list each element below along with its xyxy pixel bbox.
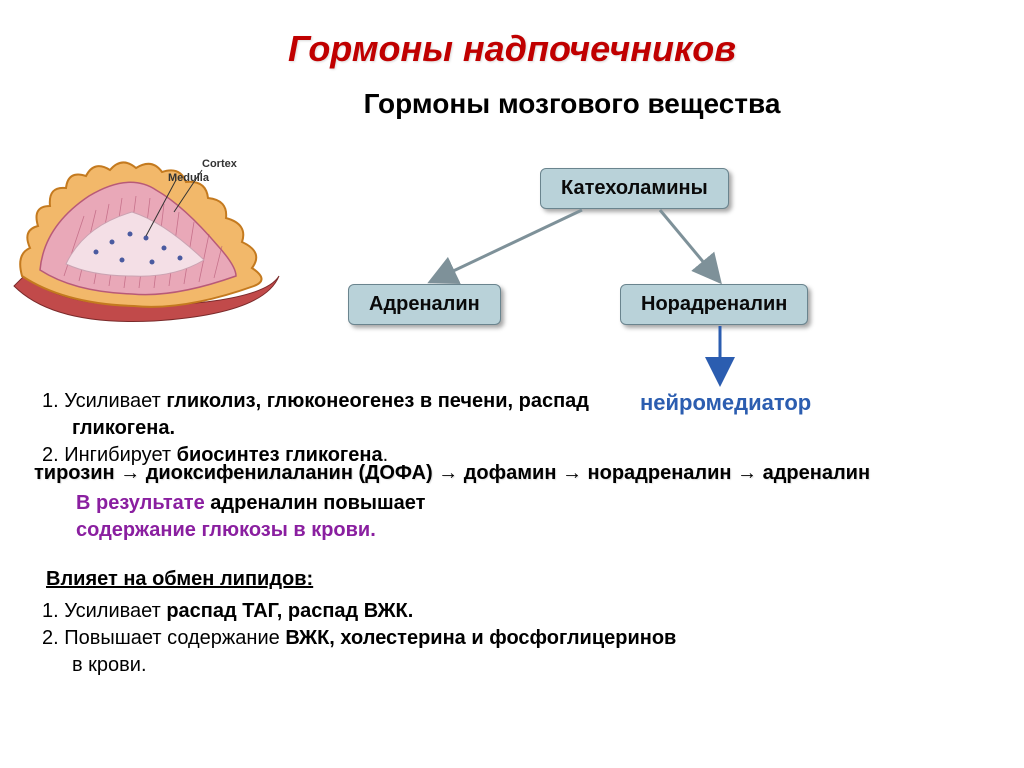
list-item: 2. Повышает содержание ВЖК, холестерина … [42, 625, 682, 679]
neuromediator-label: нейромедиатор [640, 390, 811, 416]
effects-list-2: 1. Усиливает распад ТАГ, распад ВЖК.2. П… [42, 598, 682, 679]
synthesis-pathway: тирозин → диоксифенилаланин (ДОФА) → доф… [34, 462, 870, 485]
effects-list-1: 1. Усиливает гликолиз, глюконеогенез в п… [42, 388, 602, 469]
result-emphasis: адреналин повышает [210, 492, 425, 514]
result-line2: содержание глюкозы в крови. [76, 519, 376, 541]
list-item: 1. Усиливает распад ТАГ, распад ВЖК. [42, 598, 682, 625]
lipid-heading: Влияет на обмен липидов: [46, 568, 313, 591]
result-text: В результате адреналин повышает содержан… [76, 490, 425, 544]
result-prefix: В результате [76, 492, 210, 514]
list-item: 1. Усиливает гликолиз, глюконеогенез в п… [42, 388, 602, 442]
